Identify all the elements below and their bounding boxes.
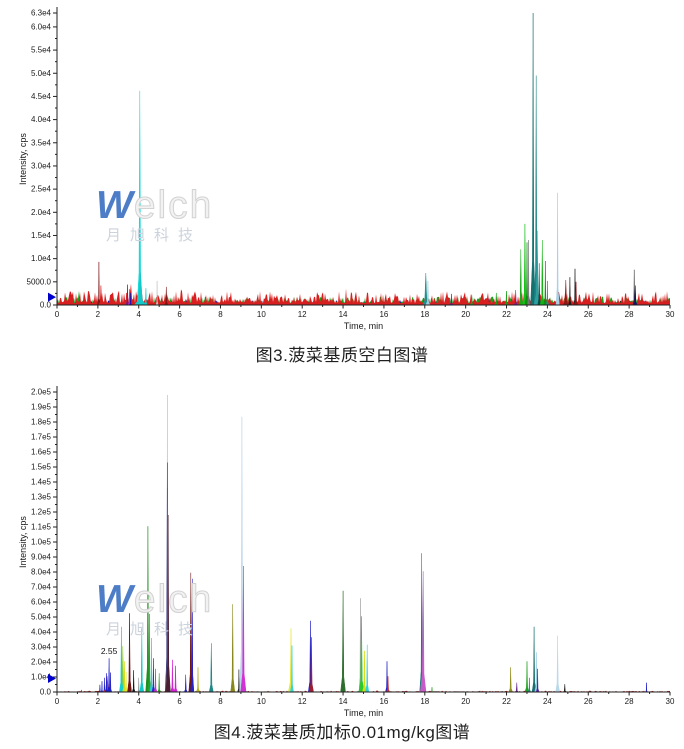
figure-3-caption: 图3.菠菜基质空白图谱 xyxy=(255,346,429,365)
svg-text:5000.0: 5000.0 xyxy=(27,277,52,286)
svg-text:5.5e4: 5.5e4 xyxy=(31,46,52,55)
svg-text:26: 26 xyxy=(584,697,593,706)
svg-text:0.0: 0.0 xyxy=(40,301,52,310)
svg-text:18: 18 xyxy=(420,310,429,319)
svg-text:6: 6 xyxy=(177,697,182,706)
svg-text:4.0e4: 4.0e4 xyxy=(31,628,52,637)
svg-text:14: 14 xyxy=(339,697,348,706)
svg-text:1.2e5: 1.2e5 xyxy=(31,508,52,517)
svg-text:24: 24 xyxy=(543,697,552,706)
svg-text:5.0e4: 5.0e4 xyxy=(31,69,52,78)
svg-text:4.5e4: 4.5e4 xyxy=(31,92,52,101)
svg-text:6: 6 xyxy=(177,310,182,319)
svg-text:10: 10 xyxy=(257,697,266,706)
svg-text:10: 10 xyxy=(257,310,266,319)
svg-text:24: 24 xyxy=(543,310,552,319)
svg-text:26: 26 xyxy=(584,310,593,319)
svg-text:22: 22 xyxy=(502,697,511,706)
svg-text:1.4e5: 1.4e5 xyxy=(31,478,52,487)
figure4-spiked-chromatogram-plot: 0.0 1.0e4 2.0e4 3.0e4 4.0e4 5.0e4 6.0e4 7.0e4 8.… xyxy=(18,386,675,718)
svg-text:1.5e4: 1.5e4 xyxy=(31,231,52,240)
svg-text:6.3e4: 6.3e4 xyxy=(31,9,52,18)
svg-text:12: 12 xyxy=(298,697,307,706)
svg-text:16: 16 xyxy=(379,310,388,319)
svg-text:14: 14 xyxy=(339,310,348,319)
svg-text:5.0e4: 5.0e4 xyxy=(31,613,52,622)
svg-text:8: 8 xyxy=(218,697,223,706)
svg-text:1.5e5: 1.5e5 xyxy=(31,463,52,472)
svg-text:3.0e4: 3.0e4 xyxy=(31,161,52,170)
svg-text:3.0e4: 3.0e4 xyxy=(31,643,52,652)
figure3-blank-chromatogram-plot: 0.0 5000.0 1.0e4 1.5e4 2.0e4 2.5e4 3.0e4 3.5e4 4… xyxy=(18,7,675,331)
svg-text:1.1e5: 1.1e5 xyxy=(31,523,52,532)
svg-text:4: 4 xyxy=(137,697,142,706)
svg-text:1.3e5: 1.3e5 xyxy=(31,493,52,502)
svg-text:2: 2 xyxy=(96,310,101,319)
svg-text:2.55: 2.55 xyxy=(101,646,118,656)
svg-text:6.0e4: 6.0e4 xyxy=(31,22,52,31)
svg-text:2.5e4: 2.5e4 xyxy=(31,185,52,194)
svg-text:18: 18 xyxy=(420,697,429,706)
svg-text:30: 30 xyxy=(666,697,675,706)
svg-text:2: 2 xyxy=(96,697,101,706)
svg-text:2.0e5: 2.0e5 xyxy=(31,388,52,397)
svg-text:20: 20 xyxy=(461,697,470,706)
svg-text:28: 28 xyxy=(625,310,634,319)
svg-text:3.5e4: 3.5e4 xyxy=(31,138,52,147)
svg-text:0: 0 xyxy=(55,697,60,706)
svg-text:2.0e4: 2.0e4 xyxy=(31,208,52,217)
svg-text:1.0e5: 1.0e5 xyxy=(31,538,52,547)
svg-text:8.0e4: 8.0e4 xyxy=(31,568,52,577)
svg-text:Time, min: Time, min xyxy=(344,708,383,718)
svg-text:2.0e4: 2.0e4 xyxy=(31,658,52,667)
svg-text:6.0e4: 6.0e4 xyxy=(31,598,52,607)
figure-4-caption: 图4.菠菜基质加标0.01mg/kg图谱 xyxy=(213,723,471,742)
svg-text:8: 8 xyxy=(218,310,223,319)
svg-text:20: 20 xyxy=(461,310,470,319)
svg-text:7.0e4: 7.0e4 xyxy=(31,583,52,592)
svg-text:1.7e5: 1.7e5 xyxy=(31,433,52,442)
svg-text:Intensity, cps: Intensity, cps xyxy=(18,133,28,185)
svg-text:Intensity, cps: Intensity, cps xyxy=(18,516,28,568)
svg-text:1.8e5: 1.8e5 xyxy=(31,418,52,427)
svg-text:0.0: 0.0 xyxy=(40,688,52,697)
svg-text:1.9e5: 1.9e5 xyxy=(31,403,52,412)
svg-text:1.6e5: 1.6e5 xyxy=(31,448,52,457)
svg-text:0: 0 xyxy=(55,310,60,319)
svg-text:28: 28 xyxy=(625,697,634,706)
svg-text:9.0e4: 9.0e4 xyxy=(31,553,52,562)
svg-text:1.0e4: 1.0e4 xyxy=(31,254,52,263)
svg-text:Time, min: Time, min xyxy=(344,321,383,331)
svg-text:4: 4 xyxy=(137,310,142,319)
svg-text:1.0e4: 1.0e4 xyxy=(31,673,52,682)
svg-text:22: 22 xyxy=(502,310,511,319)
svg-text:30: 30 xyxy=(666,310,675,319)
svg-text:4.0e4: 4.0e4 xyxy=(31,115,52,124)
svg-text:16: 16 xyxy=(379,697,388,706)
svg-text:12: 12 xyxy=(298,310,307,319)
